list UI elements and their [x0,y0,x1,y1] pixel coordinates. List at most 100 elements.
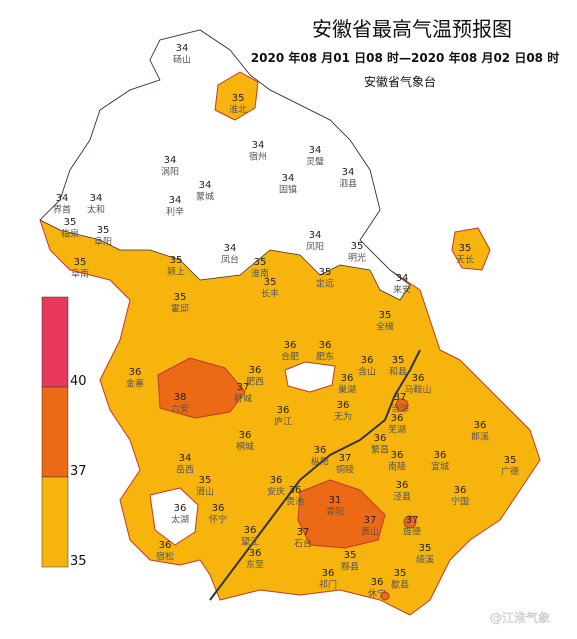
temperature-label: 35 [351,241,364,252]
temperature-label: 34 [169,195,182,206]
legend-swatch [41,296,69,388]
temperature-label: 35 [419,543,432,554]
station-name: 旌德 [403,526,421,538]
temperature-label: 36 [371,577,384,588]
station-name: 青阳 [326,506,344,518]
station-name: 淮南 [251,268,269,280]
station-name: 全椒 [376,321,394,333]
temperature-label: 34 [56,193,69,204]
station-name: 天长 [456,254,474,266]
white-southwest [149,487,199,546]
station-name: 六安 [171,403,189,415]
yangtze-river [209,349,421,601]
station-name: 金寨 [126,378,144,390]
station-name: 绩溪 [416,554,434,566]
temperature-label: 37 [297,527,310,538]
watermark: @江淮气象 [490,610,550,625]
station-name: 当涂 [391,403,409,415]
station-name: 蒙城 [196,191,214,203]
station-name: 望江 [241,536,259,548]
legend: 40 37 35 [41,296,87,569]
station-name: 潜山 [196,486,214,498]
temperature-label: 37 [406,515,419,526]
temperature-label: 36 [454,485,467,496]
temperature-label: 36 [314,445,327,456]
map-source: 安徽省气象台 [364,74,436,89]
station-name: 南陵 [388,461,406,473]
station-name: 宣城 [431,461,449,473]
station-name: 界首 [53,204,71,216]
map-subtitle: 2020 年08 月01 日08 时—2020 年08 月02 日08 时 [251,50,559,65]
station-name: 含山 [358,366,376,378]
temperature-label: 35 [394,568,407,579]
station-name: 阜阳 [94,236,112,248]
station-name: 广德 [501,466,519,478]
station-name: 黄山 [361,526,379,538]
station-name: 阜南 [71,268,89,280]
tianchang-yellow [451,227,491,271]
temperature-label: 36 [412,373,425,384]
station-name: 巢湖 [338,384,356,396]
station-name: 泗县 [339,179,357,190]
station-name: 和县 [389,367,407,378]
orange-dangtu [395,398,409,412]
station-name: 凤阳 [306,242,324,253]
temperature-label: 36 [270,475,283,486]
temperature-label: 35 [232,93,245,104]
station-name: 歙县 [391,579,409,591]
temperature-label: 36 [212,503,225,514]
temperature-label: 36 [249,365,262,376]
station-name: 太湖 [171,514,189,526]
orange-liuan [157,357,246,419]
station-name: 铜陵 [336,464,354,476]
temperature-label: 36 [284,340,297,351]
temperature-label: 36 [474,420,487,431]
temperature-label: 31 [329,495,342,506]
station-name: 休宁 [368,588,386,600]
station-name: 贵池 [286,496,304,508]
station-name: 黟县 [341,562,359,573]
legend-label: 35 [70,554,87,569]
station-name: 肥东 [316,351,334,363]
station-name: 怀宁 [209,514,227,526]
temperature-label: 36 [159,540,172,551]
station-labels: 34砀山35淮北34宿州34涡阳34蒙城34灵璧34泗县34固镇34界首34太和… [53,43,519,600]
station-name: 安庆 [267,486,285,498]
temperature-label: 34 [309,145,322,156]
temperature-label: 35 [74,257,87,268]
station-name: 肥西 [246,377,264,388]
temperature-label: 36 [129,367,142,378]
station-name: 砀山 [173,55,191,66]
station-name: 利辛 [166,206,184,218]
station-name: 固镇 [279,184,297,196]
temperature-label: 36 [322,568,335,579]
temperature-label: 36 [174,503,187,514]
temperature-label: 35 [459,243,472,254]
station-name: 定远 [316,278,334,290]
temperature-label: 36 [319,340,332,351]
temperature-label: 34 [224,243,237,254]
temperature-label: 35 [254,257,267,268]
map-title: 安徽省最高气温预报图 [312,17,512,41]
temperature-label: 36 [277,405,290,416]
temperature-label: 35 [319,267,332,278]
temperature-label: 34 [252,140,265,151]
temperature-label: 34 [342,167,355,178]
station-name: 淮北 [229,105,247,116]
orange-shitai [297,479,386,549]
temperature-label: 36 [341,373,354,384]
temperature-label: 35 [264,277,277,288]
station-name: 灵璧 [306,156,324,168]
temperature-label: 34 [282,173,295,184]
temperature-label: 34 [199,180,212,191]
temperature-label: 36 [337,400,350,411]
temperature-label: 36 [361,355,374,366]
temperature-label: 34 [309,230,322,241]
temperature-label: 35 [504,455,517,466]
temperature-label: 37 [237,382,250,393]
station-name: 舒城 [234,393,252,405]
legend-swatch [41,476,69,568]
huaibei-yellow [214,71,259,121]
temperature-label: 37 [339,453,352,464]
station-name: 岳西 [176,464,194,476]
